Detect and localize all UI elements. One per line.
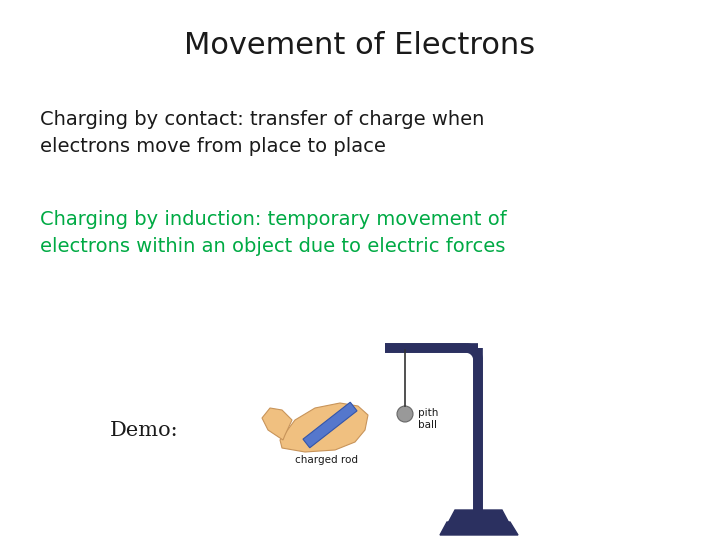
Text: Charging by induction: temporary movement of
electrons within an object due to e: Charging by induction: temporary movemen… <box>40 210 507 255</box>
Text: Charging by contact: transfer of charge when
electrons move from place to place: Charging by contact: transfer of charge … <box>40 110 485 156</box>
Text: Movement of Electrons: Movement of Electrons <box>184 30 536 59</box>
Polygon shape <box>280 403 368 452</box>
Polygon shape <box>440 522 518 535</box>
Polygon shape <box>262 408 292 440</box>
Circle shape <box>397 406 413 422</box>
Text: pith
ball: pith ball <box>418 408 438 430</box>
Polygon shape <box>303 402 357 448</box>
Polygon shape <box>447 510 510 525</box>
Text: charged rod: charged rod <box>295 455 358 465</box>
Text: Demo:: Demo: <box>110 421 179 440</box>
